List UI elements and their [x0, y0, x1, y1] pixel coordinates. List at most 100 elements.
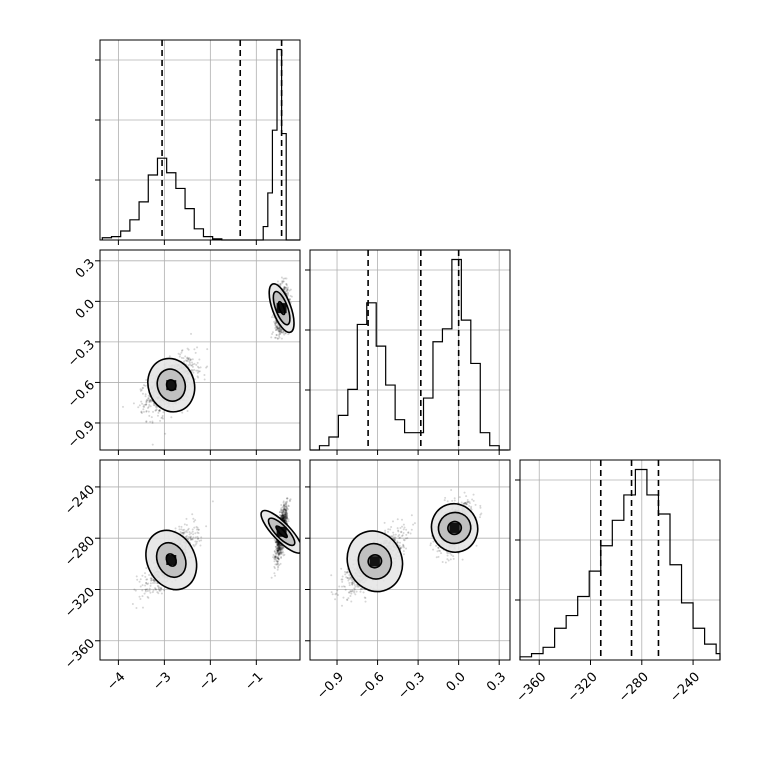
sample-point [284, 515, 287, 518]
sample-point [282, 509, 285, 512]
sample-point [283, 516, 286, 519]
sample-point [188, 357, 191, 360]
sample-point [277, 545, 280, 548]
sample-point [278, 327, 281, 330]
sample-point [194, 543, 197, 546]
sample-point [144, 572, 147, 575]
sample-point [284, 518, 287, 521]
sample-point [276, 325, 279, 328]
sample-point [137, 406, 140, 409]
sample-point [276, 326, 279, 329]
sample-point [277, 547, 280, 550]
sample-point [203, 378, 206, 381]
sample-point [150, 400, 153, 403]
sample-point [278, 546, 281, 549]
sample-point [285, 512, 288, 515]
sample-point [283, 285, 286, 288]
sample-point [281, 546, 284, 549]
sample-point [273, 567, 276, 570]
sample-point [280, 511, 283, 514]
sample-point [401, 525, 404, 528]
sample-point [278, 336, 281, 339]
sample-point [351, 581, 354, 584]
sample-point [274, 545, 277, 548]
sample-point [276, 543, 279, 546]
sample-point [286, 288, 289, 291]
sample-point [157, 587, 160, 590]
sample-point [281, 506, 284, 509]
sample-point [383, 521, 386, 524]
sample-point [277, 543, 280, 546]
sample-point [274, 323, 277, 326]
sample-point [193, 526, 196, 529]
sample-point [285, 288, 288, 291]
sample-point [148, 401, 151, 404]
sample-point [183, 523, 186, 526]
sample-point [278, 553, 281, 556]
sample-point [275, 321, 278, 324]
sample-point [275, 549, 278, 552]
sample-point [283, 513, 286, 516]
sample-point [277, 550, 280, 553]
sample-point [278, 548, 281, 551]
sample-point [147, 394, 150, 397]
sample-point [285, 511, 288, 514]
sample-point [281, 515, 284, 518]
sample-point [277, 327, 280, 330]
sample-point [284, 277, 287, 280]
sample-point [284, 517, 287, 520]
sample-point [144, 393, 147, 396]
sample-point [187, 364, 190, 367]
panel-frame [309, 249, 511, 451]
sample-point [147, 399, 150, 402]
sample-point [144, 590, 147, 593]
sample-point [282, 547, 285, 550]
sample-point [281, 550, 284, 553]
sample-point [275, 325, 278, 328]
sample-point [392, 531, 395, 534]
sample-point [187, 535, 190, 538]
sample-point [149, 582, 152, 585]
sample-point [282, 516, 285, 519]
sample-point [152, 403, 155, 406]
sample-point [277, 329, 280, 332]
sample-point [285, 505, 288, 508]
sample-point [282, 551, 285, 554]
sample-point [280, 545, 283, 548]
sample-point [398, 533, 401, 536]
sample-point [284, 513, 287, 516]
sample-point [281, 516, 284, 519]
sample-point [144, 395, 147, 398]
sample-point [284, 503, 287, 506]
sample-point [277, 555, 280, 558]
sample-point [278, 546, 281, 549]
sample-point [148, 573, 151, 576]
sample-point [178, 525, 181, 528]
sample-point [284, 286, 287, 289]
sample-point [290, 295, 293, 298]
sample-point [185, 524, 188, 527]
sample-point [346, 598, 349, 601]
sample-point [161, 414, 164, 417]
sample-point [185, 534, 188, 537]
sample-point [284, 514, 287, 517]
sample-point [277, 547, 280, 550]
sample-point [276, 280, 279, 283]
sample-point [191, 361, 194, 364]
sample-point [348, 591, 351, 594]
sample-point [191, 513, 194, 516]
sample-point [396, 518, 399, 521]
sample-point [206, 348, 209, 351]
sample-point [285, 286, 288, 289]
sample-point [158, 589, 161, 592]
sample-point [285, 511, 288, 514]
sample-point [157, 585, 160, 588]
sample-point [283, 517, 286, 520]
sample-point [280, 337, 283, 340]
sample-point [285, 507, 288, 510]
sample-point [275, 325, 278, 328]
sample-point [275, 541, 278, 544]
sample-point [340, 567, 343, 570]
sample-point [146, 398, 149, 401]
sample-point [276, 550, 279, 553]
